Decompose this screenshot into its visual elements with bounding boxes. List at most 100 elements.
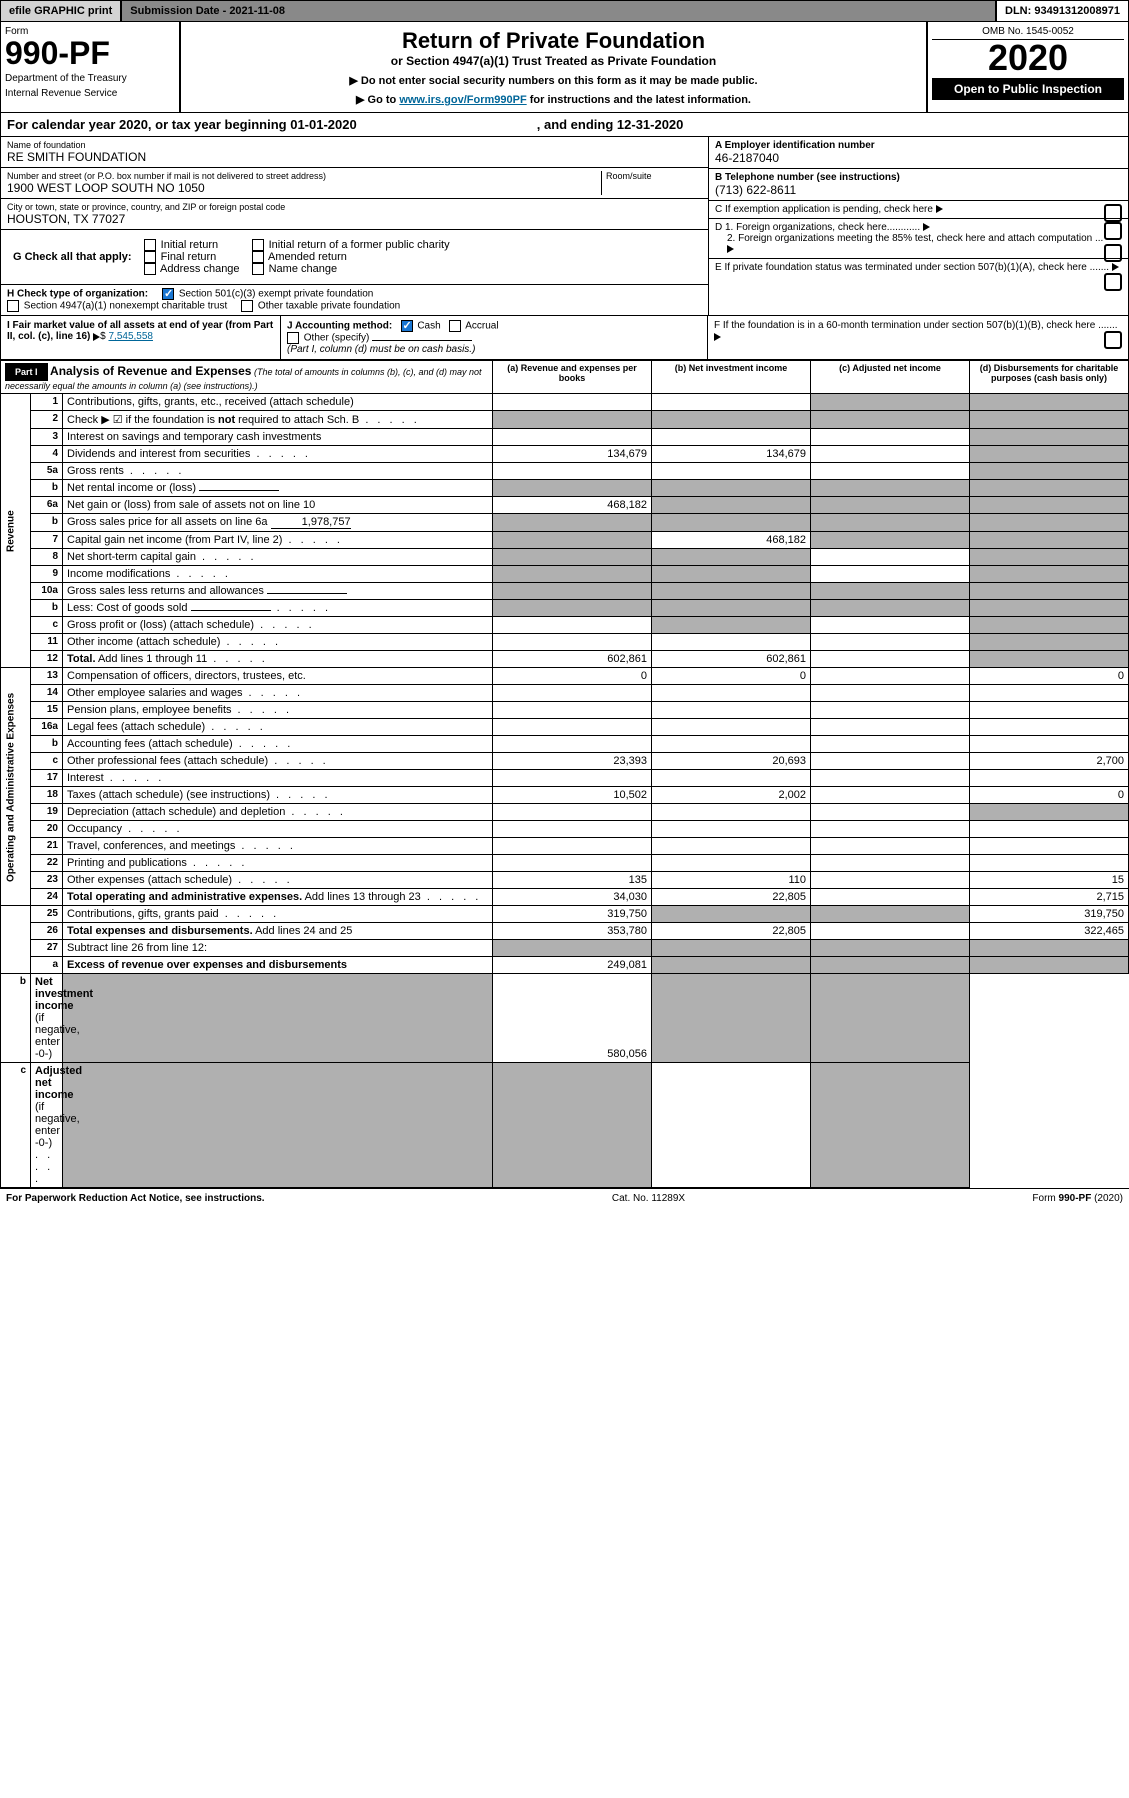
table-row: bNet investment income (if negative, ent… <box>1 974 1129 1063</box>
cell-b: 0 <box>652 668 811 685</box>
header-center: Return of Private Foundation or Section … <box>181 22 928 112</box>
ein-cell: A Employer identification number 46-2187… <box>709 137 1128 169</box>
line-number: 2 <box>31 411 63 429</box>
cell-c <box>811 497 970 514</box>
footer: For Paperwork Reduction Act Notice, see … <box>0 1188 1129 1208</box>
cell-c <box>811 906 970 923</box>
cell-c <box>811 719 970 736</box>
table-row: 26Total expenses and disbursements. Add … <box>1 923 1129 940</box>
f-checkbox[interactable] <box>1104 331 1122 349</box>
cell-b <box>652 940 811 957</box>
d1-checkbox[interactable] <box>1104 222 1122 240</box>
cell-c <box>811 634 970 651</box>
cell-a: 319,750 <box>493 906 652 923</box>
cell-a <box>493 600 652 617</box>
cell-d: 15 <box>970 872 1129 889</box>
cell-a: 353,780 <box>493 923 652 940</box>
table-row: 14Other employee salaries and wages . . … <box>1 685 1129 702</box>
cell-a: 468,182 <box>493 497 652 514</box>
other-taxable-cb[interactable] <box>241 300 253 312</box>
line-description: Capital gain net income (from Part IV, l… <box>63 532 493 549</box>
expenses-side-label: Operating and Administrative Expenses <box>1 668 31 906</box>
cash-cb[interactable] <box>401 320 413 332</box>
initial-return-cb[interactable] <box>144 239 156 251</box>
cell-c <box>811 583 970 600</box>
table-row: 7Capital gain net income (from Part IV, … <box>1 532 1129 549</box>
cell-b <box>652 685 811 702</box>
final-return-cb[interactable] <box>144 251 156 263</box>
cell-d <box>970 821 1129 838</box>
cell-c <box>811 532 970 549</box>
cell-a <box>63 1063 493 1188</box>
table-row: bNet rental income or (loss) <box>1 480 1129 497</box>
cell-d <box>970 566 1129 583</box>
cell-a <box>493 411 652 429</box>
cell-c <box>811 923 970 940</box>
notice-ssn: ▶ Do not enter social security numbers o… <box>191 74 916 87</box>
irs-link[interactable]: www.irs.gov/Form990PF <box>399 94 526 106</box>
other-method-cb[interactable] <box>287 332 299 344</box>
room-label: Room/suite <box>606 171 702 181</box>
cell-a: 249,081 <box>493 957 652 974</box>
cell-a <box>493 821 652 838</box>
cell-a <box>493 463 652 480</box>
info-grid: Name of foundation RE SMITH FOUNDATION N… <box>0 137 1129 316</box>
line-description: Excess of revenue over expenses and disb… <box>63 957 493 974</box>
line-description: Travel, conferences, and meetings . . . … <box>63 838 493 855</box>
revenue-side-label: Revenue <box>1 394 31 668</box>
cell-b: 2,002 <box>652 787 811 804</box>
cell-c <box>811 804 970 821</box>
cell-a: 0 <box>493 668 652 685</box>
amended-return-cb[interactable] <box>252 251 264 263</box>
line-description: Net short-term capital gain . . . . . <box>63 549 493 566</box>
notice-link: ▶ Go to www.irs.gov/Form990PF for instru… <box>191 93 916 106</box>
line-description: Net investment income (if negative, ente… <box>31 974 63 1063</box>
cell-d <box>970 617 1129 634</box>
cell-a: 134,679 <box>493 446 652 463</box>
line-number: b <box>31 736 63 753</box>
accrual-cb[interactable] <box>449 320 461 332</box>
line-number: 4 <box>31 446 63 463</box>
line-number: 11 <box>31 634 63 651</box>
fmv-accounting-row: I Fair market value of all assets at end… <box>0 316 1129 360</box>
line-number: 25 <box>31 906 63 923</box>
4947-cb[interactable] <box>7 300 19 312</box>
line-number: 19 <box>31 804 63 821</box>
footer-right: Form 990-PF (2020) <box>1032 1193 1123 1204</box>
cell-d <box>970 855 1129 872</box>
line-description: Total. Add lines 1 through 11 . . . . . <box>63 651 493 668</box>
table-row: 5aGross rents . . . . . <box>1 463 1129 480</box>
cell-a <box>493 940 652 957</box>
phone-cell: B Telephone number (see instructions) (7… <box>709 169 1128 201</box>
cell-b <box>493 1063 652 1188</box>
cell-d: 0 <box>970 787 1129 804</box>
line-number: 8 <box>31 549 63 566</box>
cell-b <box>652 463 811 480</box>
line-number: 15 <box>31 702 63 719</box>
cell-a <box>493 719 652 736</box>
table-row: 16aLegal fees (attach schedule) . . . . … <box>1 719 1129 736</box>
foundation-name-cell: Name of foundation RE SMITH FOUNDATION <box>1 137 708 168</box>
name-change-cb[interactable] <box>252 263 264 275</box>
line-number: c <box>31 753 63 770</box>
e-checkbox[interactable] <box>1104 273 1122 291</box>
cell-a <box>493 804 652 821</box>
line-number: 18 <box>31 787 63 804</box>
line-description: Interest on savings and temporary cash i… <box>63 429 493 446</box>
cell-d <box>970 685 1129 702</box>
cell-b <box>652 411 811 429</box>
line-description: Taxes (attach schedule) (see instruction… <box>63 787 493 804</box>
ein-value: 46-2187040 <box>715 151 1122 165</box>
line-number: 3 <box>31 429 63 446</box>
former-charity-cb[interactable] <box>252 239 264 251</box>
cell-d <box>970 394 1129 411</box>
table-row: 15Pension plans, employee benefits . . .… <box>1 702 1129 719</box>
address-change-cb[interactable] <box>144 263 156 275</box>
cell-b <box>652 838 811 855</box>
cell-a <box>493 855 652 872</box>
501c3-cb[interactable] <box>162 288 174 300</box>
fmv-cell: I Fair market value of all assets at end… <box>1 316 281 359</box>
line-number: 20 <box>31 821 63 838</box>
cell-b: 580,056 <box>493 974 652 1063</box>
line-description: Other income (attach schedule) . . . . . <box>63 634 493 651</box>
